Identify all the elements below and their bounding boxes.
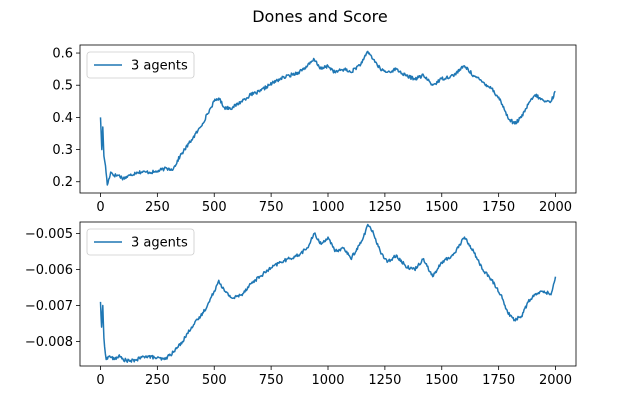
- y-tick-label: 0.3: [52, 143, 73, 158]
- y-tick-label: −0.008: [25, 335, 73, 350]
- top-subplot: 0 250 500 750 1000 1250 1500 1750 2000 0.2 0.3 0.4 0…: [52, 44, 577, 215]
- x-tick-label: 500: [202, 373, 227, 388]
- x-tick-label: 250: [145, 200, 170, 215]
- x-tick-label: 500: [202, 200, 227, 215]
- x-tick-label: 1750: [482, 200, 515, 215]
- x-tick-label: 0: [96, 200, 104, 215]
- legend-label: 3 agents: [131, 59, 188, 74]
- x-tick-label: 1000: [311, 373, 344, 388]
- legend: 3 agents: [86, 51, 195, 79]
- x-tick-label: 1250: [368, 373, 401, 388]
- x-tick-label: 2000: [539, 200, 572, 215]
- legend-box: [86, 228, 195, 256]
- x-tick-label: 1250: [368, 200, 401, 215]
- x-tick-label: 0: [96, 373, 104, 388]
- y-tick-label: −0.007: [25, 299, 73, 314]
- legend-box: [86, 51, 195, 79]
- series-line-3-agents: [99, 50, 556, 186]
- y-tick-label: 0.4: [52, 111, 73, 126]
- y-tick-label: 0.5: [52, 79, 73, 94]
- x-tick-label: 2000: [539, 373, 572, 388]
- x-tick-label: 750: [259, 373, 284, 388]
- x-tick-label: 1500: [425, 373, 458, 388]
- x-tick-label: 1500: [425, 200, 458, 215]
- y-tick-label: 0.2: [52, 175, 73, 190]
- y-tick-label: −0.006: [25, 263, 73, 278]
- y-tick-label: −0.005: [25, 227, 73, 242]
- x-tick-label: 1750: [482, 373, 515, 388]
- bottom-subplot: 0 250 500 750 1000 1250 1500 1750 2000 −0.008 −0.0…: [25, 221, 577, 388]
- x-tick-label: 1000: [311, 200, 344, 215]
- figure-title: Dones and Score: [252, 7, 388, 26]
- series-line-3-agents: [99, 223, 557, 363]
- legend-label: 3 agents: [131, 236, 188, 251]
- legend: 3 agents: [86, 228, 195, 256]
- x-tick-label: 250: [145, 373, 170, 388]
- x-tick-label: 750: [259, 200, 284, 215]
- y-tick-label: 0.6: [52, 47, 73, 62]
